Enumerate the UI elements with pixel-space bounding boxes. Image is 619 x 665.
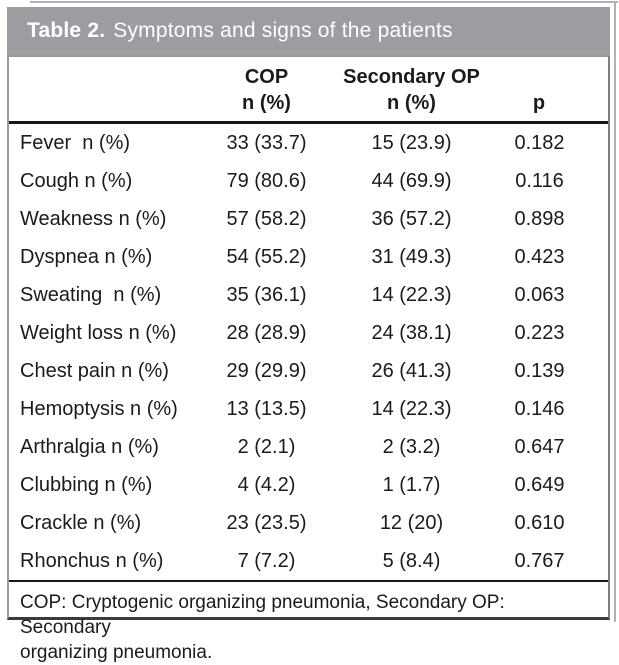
p-value: 0.423 <box>514 245 565 268</box>
header-secondary-op-line1: Secondary OP <box>343 66 480 88</box>
p-value: 0.146 <box>514 397 565 420</box>
secondary-op-value: 15 (23.9) <box>371 131 452 154</box>
secondary-op-value: 12 (20) <box>379 511 444 534</box>
cop-value: 4 (4.2) <box>237 473 296 496</box>
secondary-op-value: 31 (49.3) <box>371 245 452 268</box>
p-value: 0.898 <box>514 207 565 230</box>
header-row: COP n (%) Secondary OP n (%) p <box>9 57 608 124</box>
p-value: 0.182 <box>514 131 565 154</box>
row-symptom-label: Fever n (%) <box>20 131 131 154</box>
row-symptom-label: Chest pain n (%) <box>20 359 169 382</box>
table-row: Clubbing n (%) 4 (4.2) 1 (1.7) 0.649 <box>9 466 608 504</box>
cop-value: 29 (29.9) <box>226 359 307 382</box>
table-title-text: Symptoms and signs of the patients <box>113 19 453 42</box>
p-value: 0.649 <box>514 473 565 496</box>
footnote-line-2: organizing pneumonia. <box>20 642 213 663</box>
header-p-column: p <box>484 57 608 124</box>
footnote-line-1: COP: Cryptogenic organizing pneumonia, S… <box>20 592 505 638</box>
p-value: 0.647 <box>514 435 565 458</box>
secondary-op-value: 26 (41.3) <box>371 359 452 382</box>
row-symptom-label: Crackle n (%) <box>20 511 142 534</box>
p-value: 0.063 <box>514 283 565 306</box>
header-cop-line1: COP <box>244 66 289 88</box>
cop-value: 13 (13.5) <box>226 397 307 420</box>
p-value: 0.767 <box>514 549 565 572</box>
header-symptom-column <box>9 57 194 124</box>
cop-value: 54 (55.2) <box>226 245 307 268</box>
table-row: Cough n (%) 79 (80.6) 44 (69.9) 0.116 <box>9 162 608 200</box>
table-row: Hemoptysis n (%) 13 (13.5) 14 (22.3) 0.146 <box>9 390 608 428</box>
table-row: Weight loss n (%) 28 (28.9) 24 (38.1) 0.223 <box>9 314 608 352</box>
cop-value: 23 (23.5) <box>226 511 307 534</box>
table-row: Dyspnea n (%) 54 (55.2) 31 (49.3) 0.423 <box>9 238 608 276</box>
cop-value: 33 (33.7) <box>226 131 307 154</box>
row-symptom-label: Cough n (%) <box>20 169 133 192</box>
table-row: Sweating n (%) 35 (36.1) 14 (22.3) 0.063 <box>9 276 608 314</box>
row-symptom-label: Dyspnea n (%) <box>20 245 153 268</box>
cop-value: 57 (58.2) <box>226 207 307 230</box>
symptoms-table: COP n (%) Secondary OP n (%) p Fever n (… <box>9 57 608 580</box>
table-row: Arthralgia n (%) 2 (2.1) 2 (3.2) 0.647 <box>9 428 608 466</box>
table-row: Rhonchus n (%) 7 (7.2) 5 (8.4) 0.767 <box>9 542 608 580</box>
table-row: Weakness n (%) 57 (58.2) 36 (57.2) 0.898 <box>9 200 608 238</box>
p-value: 0.139 <box>514 359 565 382</box>
page-frame-top-line <box>30 1 618 3</box>
table-title-bar: Table 2. Symptoms and signs of the patie… <box>7 7 610 55</box>
secondary-op-value: 14 (22.3) <box>371 397 452 420</box>
row-symptom-label: Hemoptysis n (%) <box>20 397 178 420</box>
header-secondary-op-line2: n (%) <box>387 92 436 114</box>
secondary-op-value: 44 (69.9) <box>371 169 452 192</box>
secondary-op-value: 5 (8.4) <box>382 549 441 572</box>
table-row: Fever n (%) 33 (33.7) 15 (23.9) 0.182 <box>9 123 608 163</box>
table-row: Crackle n (%) 23 (23.5) 12 (20) 0.610 <box>9 504 608 542</box>
secondary-op-value: 1 (1.7) <box>382 473 441 496</box>
header-secondary-op-column: Secondary OP n (%) <box>339 57 484 124</box>
p-value: 0.610 <box>514 511 565 534</box>
secondary-op-value: 24 (38.1) <box>371 321 452 344</box>
table-container: COP n (%) Secondary OP n (%) p Fever n (… <box>7 55 610 663</box>
secondary-op-value: 36 (57.2) <box>371 207 452 230</box>
secondary-op-value: 2 (3.2) <box>382 435 441 458</box>
cop-value: 28 (28.9) <box>226 321 307 344</box>
row-symptom-label: Rhonchus n (%) <box>20 549 164 572</box>
header-cop-line2: n (%) <box>242 92 291 114</box>
page: Table 2. Symptoms and signs of the patie… <box>7 1 618 663</box>
header-cop-column: COP n (%) <box>194 57 339 124</box>
cop-value: 7 (7.2) <box>237 549 296 572</box>
footnote: COP: Cryptogenic organizing pneumonia, S… <box>9 580 608 665</box>
row-symptom-label: Weight loss n (%) <box>20 321 177 344</box>
table-row: Chest pain n (%) 29 (29.9) 26 (41.3) 0.139 <box>9 352 608 390</box>
row-symptom-label: Arthralgia n (%) <box>20 435 159 458</box>
secondary-op-value: 14 (22.3) <box>371 283 452 306</box>
row-symptom-label: Weakness n (%) <box>20 207 167 230</box>
p-value: 0.116 <box>515 169 564 192</box>
row-symptom-label: Clubbing n (%) <box>20 473 153 496</box>
p-value: 0.223 <box>514 321 565 344</box>
cop-value: 2 (2.1) <box>237 435 296 458</box>
cop-value: 35 (36.1) <box>226 283 307 306</box>
table-number-label: Table 2. <box>27 19 106 42</box>
row-symptom-label: Sweating n (%) <box>20 283 162 306</box>
header-p-label: p <box>532 92 546 114</box>
cop-value: 79 (80.6) <box>226 169 307 192</box>
page-frame-right-line <box>614 1 616 622</box>
